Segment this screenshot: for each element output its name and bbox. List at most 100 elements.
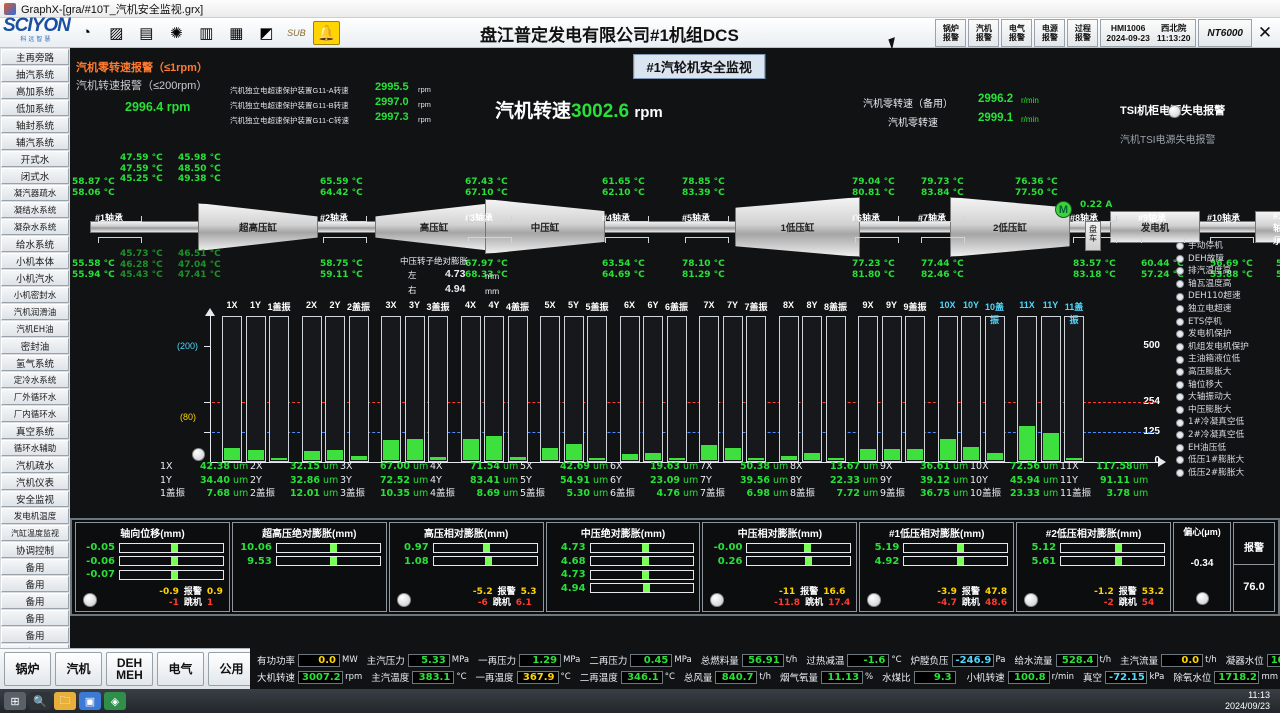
sidebar-item-2[interactable]: 高加系统 — [1, 83, 69, 99]
sidebar-item-20[interactable]: 厂外循环水 — [1, 389, 69, 405]
expansion-bar-track — [903, 542, 1009, 553]
reading-name: 1盖振 — [160, 488, 186, 499]
alarm-button-turbine[interactable]: 汽机 报警 — [968, 19, 1000, 47]
alarm-list-item[interactable]: ETS停机 — [1176, 316, 1276, 329]
sidebar-item-22[interactable]: 真空系统 — [1, 423, 69, 439]
sidebar-item-7[interactable]: 闭式水 — [1, 168, 69, 184]
chart-mode-knob[interactable] — [192, 448, 205, 461]
reading-value: 72.52 — [379, 474, 410, 486]
close-icon[interactable]: ✕ — [1257, 23, 1273, 42]
alarm-list-item[interactable]: 大轴振动大 — [1176, 391, 1276, 404]
sidebar-item-26[interactable]: 安全监视 — [1, 491, 69, 507]
reading-value: 4.76 — [656, 488, 680, 499]
alarm-list-item[interactable]: DEH故障 — [1176, 253, 1276, 266]
alarm-list-item[interactable]: 主油箱液位低 — [1176, 353, 1276, 366]
sidebar-item-11[interactable]: 给水系统 — [1, 236, 69, 252]
sidebar-item-24[interactable]: 汽机疏水 — [1, 457, 69, 473]
sidebar-item-18[interactable]: 氢气系统 — [1, 355, 69, 371]
ip-rotor-expansion-right-label: 右 — [408, 285, 417, 295]
sidebar-item-31[interactable]: 备用 — [1, 576, 69, 592]
sidebar-item-33[interactable]: 备用 — [1, 610, 69, 626]
app1-icon[interactable]: ▣ — [79, 692, 101, 710]
sidebar-item-1[interactable]: 抽汽系统 — [1, 66, 69, 82]
alarm-button-power[interactable]: 电源 报警 — [1034, 19, 1066, 47]
sidebar-item-32[interactable]: 备用 — [1, 593, 69, 609]
bottom-data-strip: 有功功率 0.0 MW 主汽压力 5.33 MPa 一再压力 1.29 MPa 二再压力 0.45 M… — [250, 648, 1280, 689]
sidebar-item-15[interactable]: 汽机润滑油 — [1, 304, 69, 320]
ots-b-label: 汽机独立电超速保护装置G11-B转速 — [230, 101, 349, 110]
sidebar-item-29[interactable]: 协调控制 — [1, 542, 69, 558]
alarm-item-label: 低压2#膨胀大 — [1188, 467, 1245, 478]
sidebar-item-19[interactable]: 定冷水系统 — [1, 372, 69, 388]
nav-button-boiler[interactable]: 锅炉 — [4, 652, 51, 686]
sidebar-item-14[interactable]: 小机密封水 — [1, 287, 69, 303]
reading-name: 2盖振 — [250, 488, 276, 499]
alarm-button-boiler[interactable]: 锅炉 报警 — [935, 19, 967, 47]
sidebar-item-34[interactable]: 备用 — [1, 627, 69, 643]
log-icon[interactable]: ▥ — [199, 24, 214, 42]
sidebar-item-30[interactable]: 备用 — [1, 559, 69, 575]
alarm-list-item[interactable]: 机组发电机保护 — [1176, 341, 1276, 354]
sidebar-item-27[interactable]: 发电机温度 — [1, 508, 69, 524]
nav-button-deh-meh[interactable]: DEH MEH — [106, 652, 153, 686]
folder-icon[interactable]: 🗀 — [54, 692, 76, 710]
bell-icon[interactable]: 🔔 — [312, 20, 340, 45]
alarm-list-item[interactable]: 排汽温度高 — [1176, 265, 1276, 278]
nav-button-common[interactable]: 公用 — [208, 652, 255, 686]
data-strip-label: 除氧水位 — [1173, 673, 1212, 684]
alarm-list-icon[interactable]: ▤ — [139, 24, 154, 42]
report-icon[interactable]: ▨ — [109, 24, 124, 42]
sidebar-item-25[interactable]: 汽机仪表 — [1, 474, 69, 490]
alarm-list-item[interactable]: 低压1#膨胀大 — [1176, 454, 1276, 467]
nav-button-electrical[interactable]: 电气 — [157, 652, 204, 686]
sidebar-item-0[interactable]: 主再旁路 — [1, 49, 69, 65]
search-icon[interactable]: 🔍 — [29, 692, 51, 710]
bearing-bracket-4-bot — [605, 237, 649, 243]
alarm-list-item[interactable]: 1#冷凝真空低 — [1176, 416, 1276, 429]
alarm-list-item[interactable]: 独立电超速 — [1176, 303, 1276, 316]
sidebar-item-12[interactable]: 小机本体 — [1, 253, 69, 269]
start-icon[interactable]: ⊞ — [4, 692, 26, 710]
sidebar-item-10[interactable]: 凝杂水系统 — [1, 219, 69, 235]
system-icon[interactable]: ✺ — [170, 24, 183, 42]
sidebar-item-13[interactable]: 小机汽水 — [1, 270, 69, 286]
alarm-list-item[interactable]: 轴瓦温度高 — [1176, 278, 1276, 291]
sidebar-item-5[interactable]: 辅汽系统 — [1, 134, 69, 150]
alarm-list-item[interactable]: 发电机保护 — [1176, 328, 1276, 341]
trend-icon[interactable]: ◔ — [81, 24, 91, 41]
alarm-list-item[interactable]: EH油压低 — [1176, 442, 1276, 455]
data-strip-value: 840.7 — [715, 670, 758, 684]
sidebar-item-3[interactable]: 低加系统 — [1, 100, 69, 116]
alarm-list-item[interactable]: 高压膨胀大 — [1176, 366, 1276, 379]
reading-row: 6盖振 4.76 um — [610, 487, 700, 501]
reading-name: 9Y — [880, 474, 892, 486]
sidebar-item-23[interactable]: 循环水辅助 — [1, 440, 69, 456]
sidebar-item-16[interactable]: 汽机EH油 — [1, 321, 69, 337]
book-icon[interactable]: ▦ — [229, 24, 244, 42]
alarm-list-item[interactable]: DEH110超速 — [1176, 290, 1276, 303]
sidebar-item-28[interactable]: 汽缸温度监视 — [1, 525, 69, 541]
sidebar-item-8[interactable]: 凝汽器疏水 — [1, 185, 69, 201]
reading-unit: um — [593, 474, 609, 486]
sidebar-item-6[interactable]: 开式水 — [1, 151, 69, 167]
chart-bar-label: 11Y — [1042, 300, 1059, 310]
os-taskbar: ⊞ 🔍 🗀 ▣ ◈ 11:13 2024/09/23 — [0, 689, 1280, 713]
alarm-list-item[interactable]: 手动停机 — [1176, 240, 1276, 253]
app2-icon[interactable]: ◈ — [104, 692, 126, 710]
alarm-list-item[interactable]: 轴位移大 — [1176, 379, 1276, 392]
sidebar-item-4[interactable]: 轴封系统 — [1, 117, 69, 133]
alarm-list-item[interactable]: 低压2#膨胀大 — [1176, 467, 1276, 480]
sidebar-item-21[interactable]: 厂内循环水 — [1, 406, 69, 422]
alarm-list-item[interactable]: 中压膨胀大 — [1176, 404, 1276, 417]
sidebar-item-9[interactable]: 凝结水系统 — [1, 202, 69, 218]
chart-icon[interactable]: ◩ — [259, 24, 274, 42]
temp-b5-bot: 78.10 °C 81.29 °C — [682, 259, 725, 280]
alarm-button-process[interactable]: 过程 报警 — [1067, 19, 1099, 47]
alarm-high: 16.6 — [823, 587, 846, 597]
sub-icon[interactable]: SUB — [287, 27, 306, 38]
nav-button-turbine[interactable]: 汽机 — [55, 652, 102, 686]
alarm-button-electrical[interactable]: 电气 报警 — [1001, 19, 1033, 47]
reading-group: 10X 72.56 um 10Y 45.94 um 10盖振 23.33 um — [970, 460, 1060, 510]
alarm-list-item[interactable]: 2#冷凝真空低 — [1176, 429, 1276, 442]
sidebar-item-17[interactable]: 密封油 — [1, 338, 69, 354]
